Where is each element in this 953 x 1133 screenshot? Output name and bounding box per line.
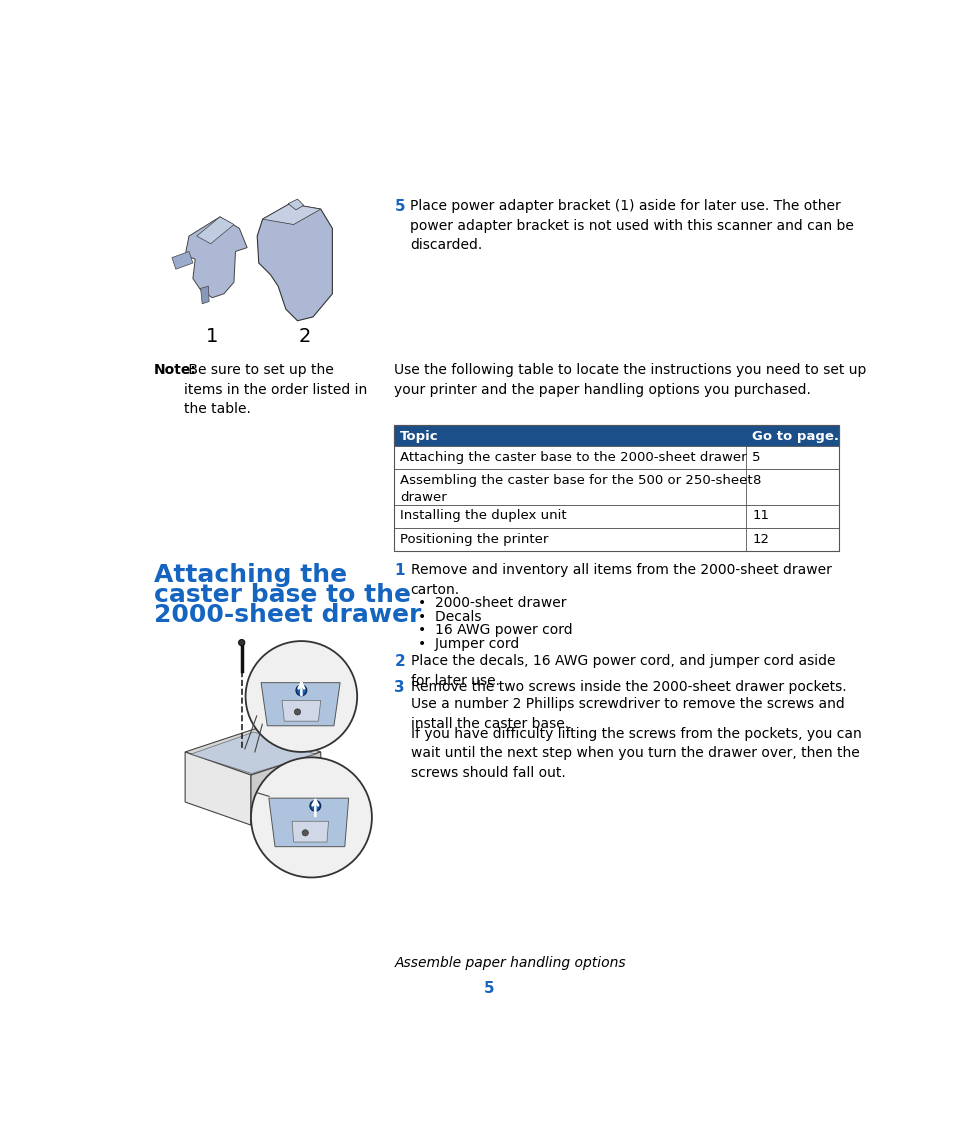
Text: 3: 3 (394, 680, 405, 696)
Polygon shape (269, 798, 348, 846)
Polygon shape (196, 216, 233, 244)
Text: •  Jumper cord: • Jumper cord (418, 637, 519, 651)
Polygon shape (191, 732, 315, 774)
Polygon shape (185, 216, 247, 298)
Bar (394, 425, 839, 446)
Text: Use a number 2 Phillips screwdriver to remove the screws and
install the caster : Use a number 2 Phillips screwdriver to r… (410, 697, 843, 731)
Circle shape (251, 757, 372, 877)
Text: 5: 5 (394, 199, 405, 214)
Text: Positioning the printer: Positioning the printer (399, 533, 548, 545)
Text: 11: 11 (752, 510, 769, 522)
Bar (394, 528, 839, 551)
Polygon shape (282, 700, 320, 722)
Polygon shape (292, 821, 328, 842)
Polygon shape (200, 287, 209, 304)
Text: Remove and inventory all items from the 2000-sheet drawer
carton.: Remove and inventory all items from the … (410, 563, 831, 597)
Polygon shape (172, 252, 193, 270)
Text: •  16 AWG power cord: • 16 AWG power cord (418, 623, 573, 638)
Text: 5: 5 (483, 981, 494, 996)
Polygon shape (262, 204, 320, 224)
Text: 5: 5 (752, 451, 760, 463)
Circle shape (302, 829, 308, 836)
Bar (394, 446, 839, 469)
Circle shape (245, 641, 356, 752)
Circle shape (295, 685, 307, 696)
Text: •  Decals: • Decals (418, 610, 481, 623)
Text: Use the following table to locate the instructions you need to set up
your print: Use the following table to locate the in… (394, 363, 866, 397)
Text: 8: 8 (752, 474, 760, 487)
Text: 12: 12 (752, 533, 769, 545)
Text: If you have difficulty lifting the screws from the pockets, you can
wait until t: If you have difficulty lifting the screw… (410, 726, 861, 780)
Polygon shape (257, 204, 332, 321)
Circle shape (310, 801, 320, 811)
Text: Place power adapter bracket (1) aside for later use. The other
power adapter bra: Place power adapter bracket (1) aside fo… (410, 199, 853, 253)
Polygon shape (261, 683, 340, 726)
Circle shape (238, 639, 245, 646)
Circle shape (294, 709, 300, 715)
Text: Assembling the caster base for the 500 or 250-sheet
drawer: Assembling the caster base for the 500 o… (399, 474, 752, 504)
Polygon shape (185, 729, 320, 775)
Text: 2: 2 (298, 327, 311, 346)
Text: Be sure to set up the
items in the order listed in
the table.: Be sure to set up the items in the order… (183, 363, 367, 416)
Text: caster base to the: caster base to the (154, 583, 411, 607)
Text: Assemble paper handling options: Assemble paper handling options (394, 956, 625, 970)
Text: Attaching the caster base to the 2000-sheet drawer: Attaching the caster base to the 2000-sh… (399, 451, 745, 463)
Bar (394, 469, 839, 505)
Polygon shape (251, 752, 320, 825)
Text: Topic: Topic (399, 431, 438, 443)
Polygon shape (185, 752, 251, 825)
Text: Attaching the: Attaching the (154, 563, 347, 587)
Text: •  2000-sheet drawer: • 2000-sheet drawer (418, 596, 566, 610)
Text: Note:: Note: (154, 363, 196, 377)
Text: 2000-sheet drawer: 2000-sheet drawer (154, 604, 421, 628)
Text: Installing the duplex unit: Installing the duplex unit (399, 510, 566, 522)
Text: 1: 1 (206, 327, 218, 346)
Bar (394, 425, 839, 551)
Text: Go to page...: Go to page... (752, 431, 849, 443)
Bar (394, 505, 839, 528)
Text: Remove the two screws inside the 2000-sheet drawer pockets.: Remove the two screws inside the 2000-sh… (410, 680, 845, 695)
Text: 2: 2 (394, 654, 405, 670)
Polygon shape (288, 199, 303, 210)
Text: Place the decals, 16 AWG power cord, and jumper cord aside
for later use.: Place the decals, 16 AWG power cord, and… (410, 654, 834, 688)
Text: 1: 1 (394, 563, 404, 578)
